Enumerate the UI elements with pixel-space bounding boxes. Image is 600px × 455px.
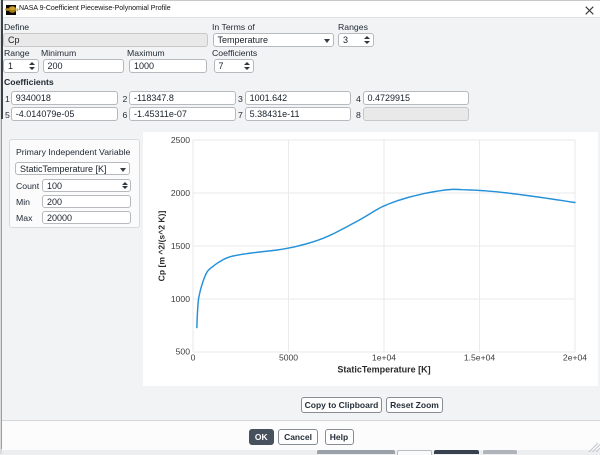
svg-text:StaticTemperature [K]: StaticTemperature [K] xyxy=(337,365,430,375)
svg-text:0: 0 xyxy=(191,353,196,363)
svg-text:1500: 1500 xyxy=(171,241,190,251)
svg-text:2500: 2500 xyxy=(171,135,190,145)
svg-text:5000: 5000 xyxy=(279,353,298,363)
svg-text:2e+04: 2e+04 xyxy=(563,353,587,363)
svg-text:Cp [m ^2/(s^2 K)]: Cp [m ^2/(s^2 K)] xyxy=(157,211,167,282)
svg-text:1e+04: 1e+04 xyxy=(372,353,396,363)
svg-text:500: 500 xyxy=(176,347,191,357)
svg-text:2000: 2000 xyxy=(171,188,190,198)
svg-text:1.5e+04: 1.5e+04 xyxy=(464,353,496,363)
svg-text:1000: 1000 xyxy=(171,294,190,304)
